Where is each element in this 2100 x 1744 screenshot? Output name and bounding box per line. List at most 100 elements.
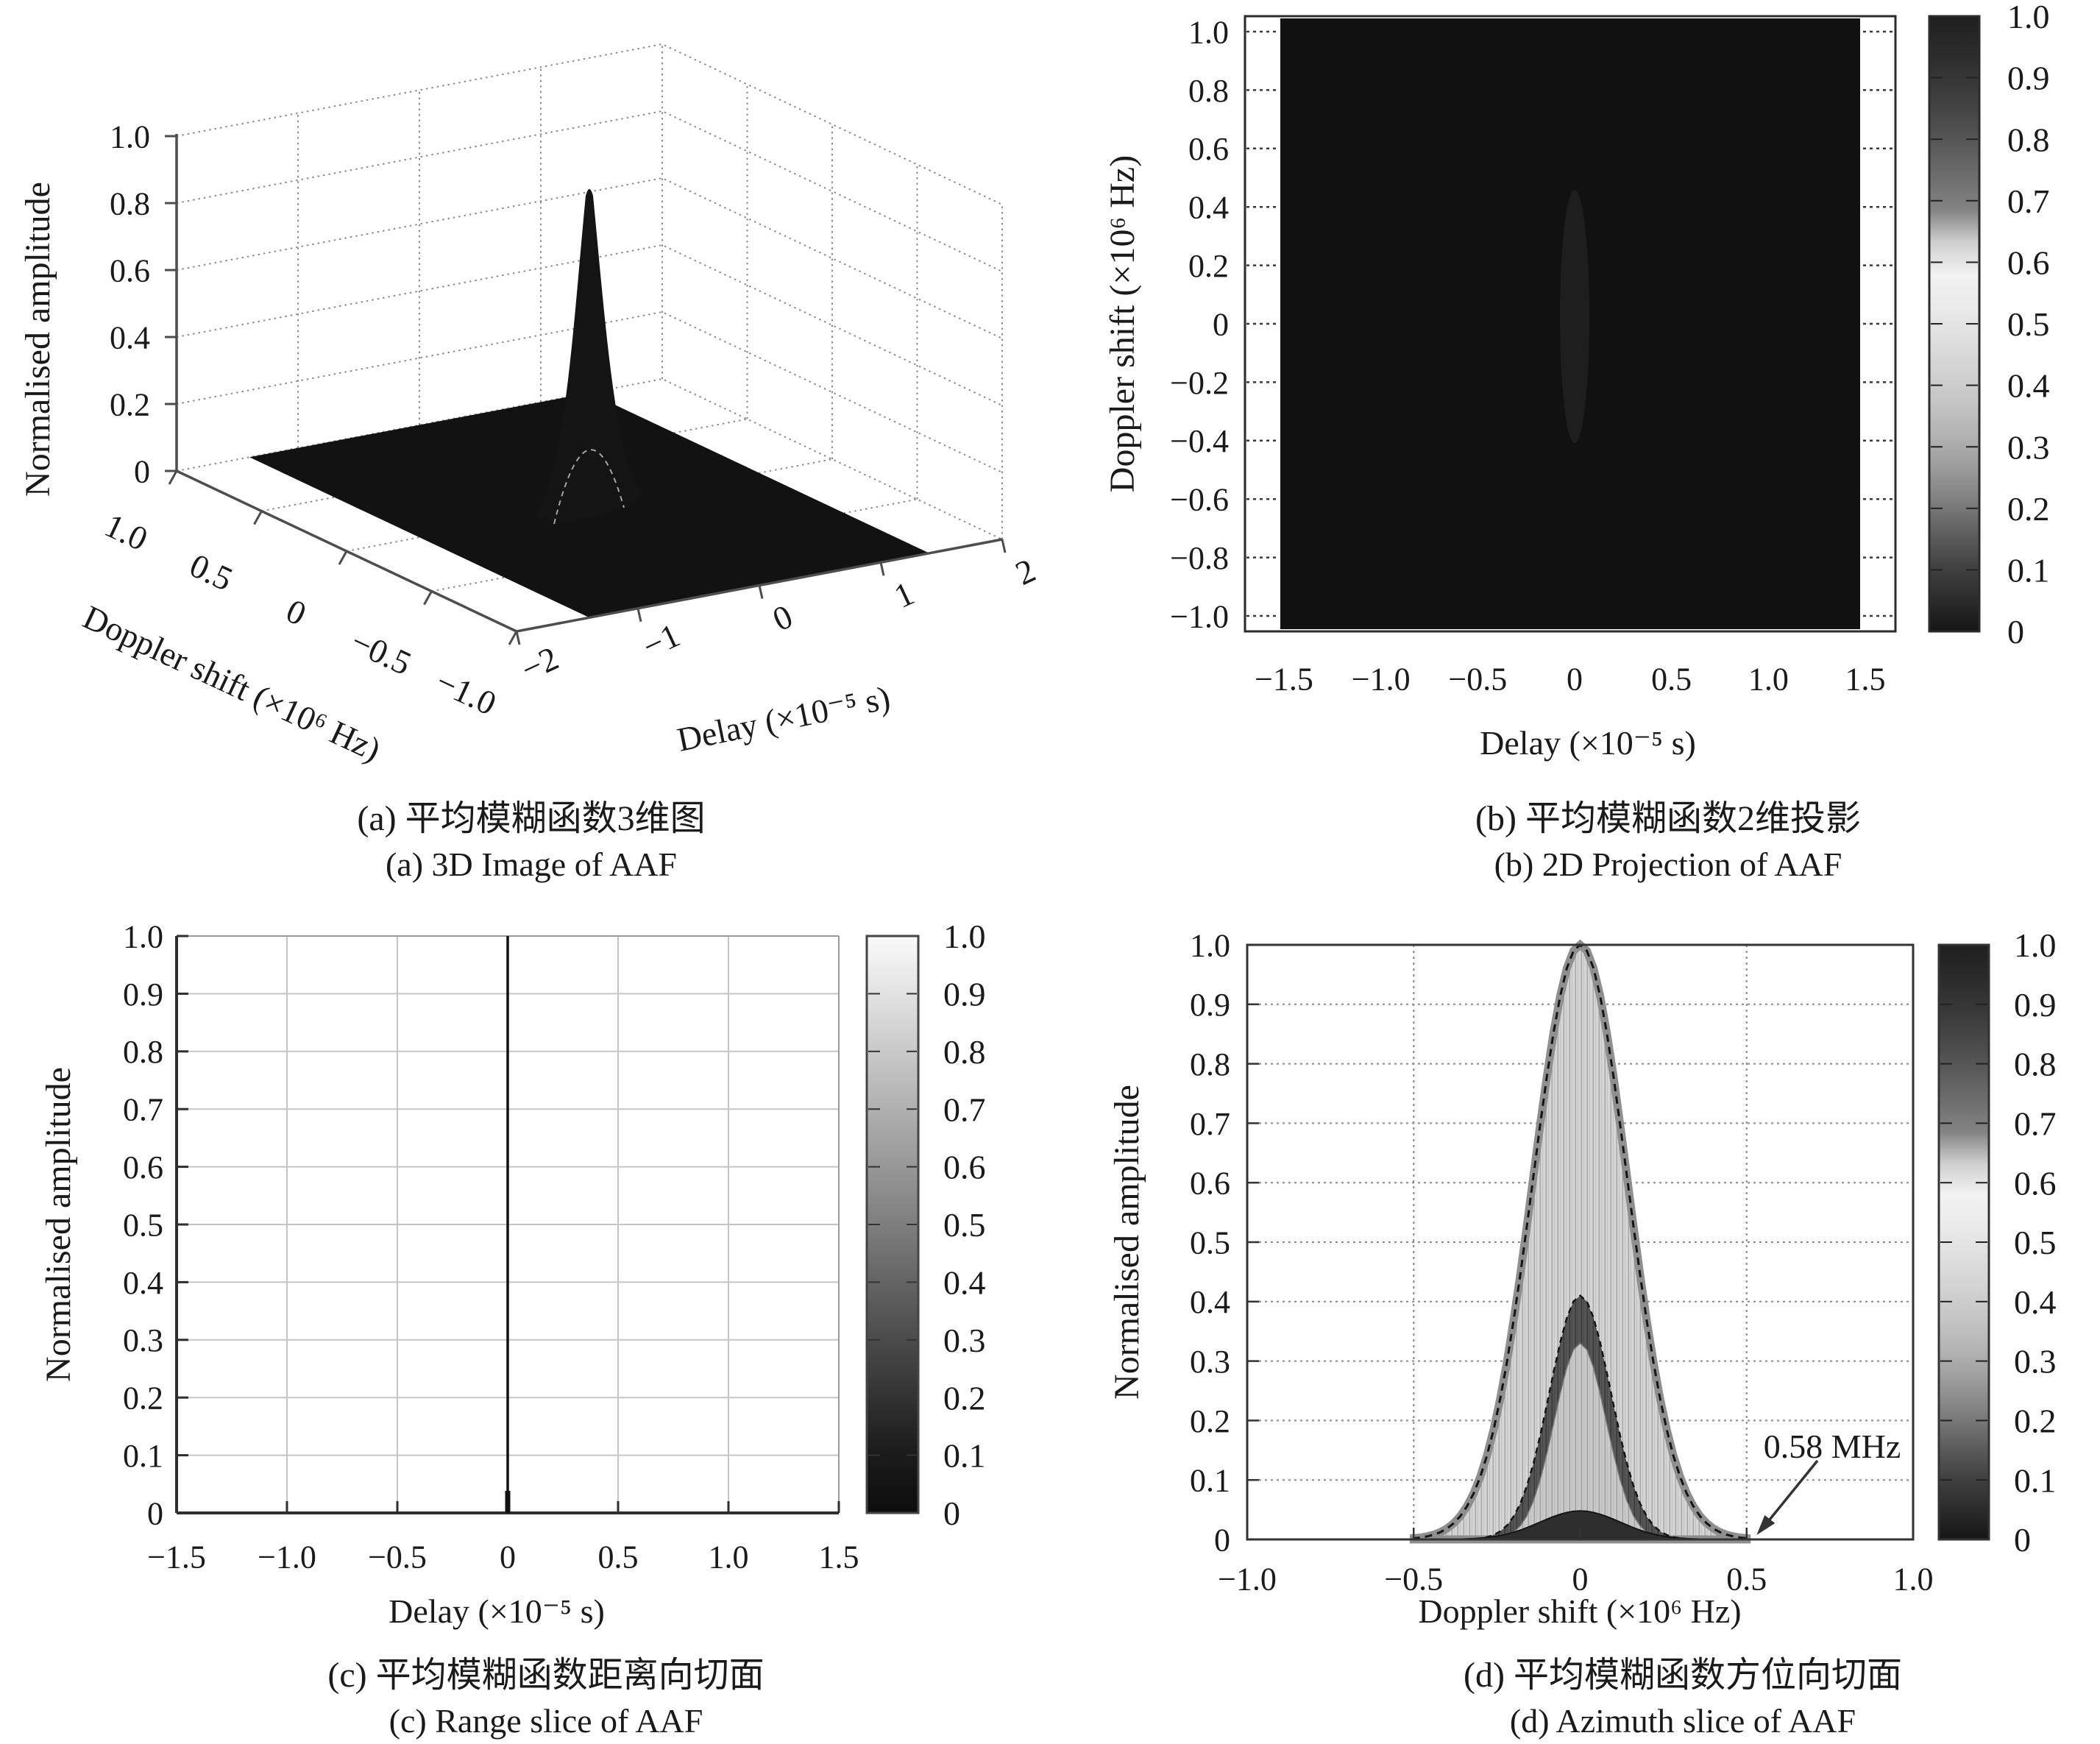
- tick-label: 0.8: [2007, 121, 2050, 158]
- tick-label: 0.4: [110, 319, 150, 355]
- tick-label: 0: [280, 592, 311, 633]
- tick-label: −0.4: [1170, 423, 1229, 459]
- tick-label: 0.3: [2014, 1343, 2057, 1380]
- tick-label: 0.3: [2007, 428, 2050, 466]
- tick-label: 0.6: [2007, 244, 2050, 282]
- delay-tick: [758, 585, 764, 599]
- tick-label: 1.0: [123, 918, 163, 954]
- tick-label: 0.6: [1190, 1166, 1230, 1202]
- tick-label: 0.6: [2014, 1164, 2057, 1202]
- tick-label: −1.0: [1170, 598, 1229, 634]
- tick-label: −1.5: [1255, 661, 1313, 697]
- tick-label: 0: [1213, 306, 1229, 342]
- tick-label: 1.0: [2014, 926, 2057, 964]
- axis-label-a-z: Normalised amplitude: [18, 182, 57, 497]
- tick-label: 0.1: [1190, 1463, 1230, 1499]
- tick-label: 0.5: [184, 546, 238, 598]
- plot-frame: [1244, 15, 1897, 633]
- tick-label: 0.4: [123, 1265, 163, 1301]
- panel-d-azimuth-slice-plot: 1.00.90.80.70.60.50.40.30.20.10−1.0 −0.5 0…: [1190, 926, 2057, 1597]
- tick-label: 0: [1572, 1561, 1589, 1597]
- tick-label: 0.5: [943, 1206, 986, 1244]
- outer-envelope-outline: [1412, 943, 1748, 1541]
- tick-label: 0: [943, 1495, 960, 1532]
- annotation-arrow-line: [1761, 1459, 1819, 1530]
- tick-label: 0.5: [2007, 305, 2050, 343]
- tick-label: −0.5: [345, 623, 416, 682]
- panel-c-range-slice-plot: 1.0 0.9 0.8 0.7 0.6 0.5 0.4 0.3 0.2 0.1 0 −1.5 −1.0 −…: [123, 918, 986, 1575]
- delay-tick: [1001, 539, 1007, 553]
- tick-label: 1.0: [943, 918, 986, 955]
- tick-label: 1.5: [819, 1539, 859, 1575]
- tick-label: 0: [1214, 1522, 1230, 1558]
- tick-label: 0.8: [1188, 73, 1229, 109]
- tick-label: 0: [767, 597, 798, 638]
- axis-label-d-y: Normalised amplitude: [1107, 1085, 1146, 1400]
- tick-label: 0: [2007, 613, 2024, 651]
- annotation-arrow-head: [1756, 1515, 1776, 1535]
- tick-label: −0.6: [1170, 482, 1229, 518]
- tick-label: −1.0: [258, 1539, 316, 1575]
- tick-label: 1.0: [99, 506, 154, 559]
- caption-panel-b: (b) 平均模糊函数2维投影 (b) 2D Projection of AAF: [1236, 796, 2100, 887]
- tick-label: 1: [888, 574, 919, 615]
- tick-label: 0.8: [110, 185, 150, 221]
- tick-label: −1.0: [1352, 661, 1411, 697]
- tick-label: 0: [1567, 661, 1583, 697]
- tick-label: −0.2: [1170, 365, 1229, 401]
- tick-label: −1.0: [430, 662, 502, 722]
- tick-label: 1.0: [1188, 14, 1229, 50]
- tick-label: 0.5: [1190, 1224, 1230, 1261]
- doppler-tick: [508, 631, 518, 645]
- annotation-bandwidth: 0.58 MHz: [1763, 1428, 1901, 1465]
- doppler-tick: [338, 550, 348, 565]
- tick-label: 0.2: [1190, 1403, 1230, 1439]
- tick-label: −1: [636, 616, 685, 665]
- tick-label: 1.0: [709, 1539, 749, 1575]
- tick-label: 0.4: [2014, 1283, 2057, 1321]
- tick-label: 0.4: [1188, 190, 1229, 226]
- surface-peak: [535, 189, 644, 521]
- colorbar-frame: [865, 935, 920, 1514]
- tick-label: 0.1: [943, 1437, 986, 1475]
- axis-label-b-y: Doppler shift (×10⁶ Hz): [1103, 155, 1142, 493]
- caption-d-zh: (d) 平均模糊函数方位向切面: [1464, 1656, 1902, 1695]
- tick-label: 0.9: [2007, 60, 2050, 97]
- tick-label: 0.3: [123, 1322, 163, 1358]
- caption-a-en: (a) 3D Image of AAF: [385, 846, 677, 883]
- tick-label: 1.0: [1190, 927, 1230, 963]
- tick-label: 0.8: [2014, 1046, 2057, 1083]
- tick-label: 0.5: [1651, 661, 1692, 697]
- tick-label: 0.8: [123, 1034, 163, 1070]
- tick-label: 0.2: [2014, 1403, 2057, 1440]
- panel-b-2d-projection-plot: 1.0 0.8 0.6 0.4 0.2 0 −0.2 −0.4 −0.6 −0.8 −1.0 −1.5…: [1170, 0, 2050, 697]
- tick-label: 0.9: [943, 976, 986, 1013]
- caption-panel-a: (a) 平均模糊函数3维图 (a) 3D Image of AAF: [0, 796, 1063, 887]
- tick-label: 0.5: [123, 1207, 163, 1243]
- tick-label: 0.2: [943, 1379, 986, 1417]
- delay-tick: [515, 631, 521, 645]
- tick-label: −1.0: [1218, 1561, 1277, 1597]
- colorbar-frame: [1937, 943, 1990, 1541]
- caption-b-zh: (b) 平均模糊函数2维投影: [1475, 799, 1861, 838]
- tick-label: 0.2: [2007, 490, 2050, 528]
- axis-label-c-y: Normalised amplitude: [39, 1067, 78, 1382]
- tick-label: −0.8: [1170, 540, 1229, 576]
- tick-label: 1.0: [1748, 661, 1789, 697]
- doppler-tick: [423, 590, 433, 606]
- tick-label: 0.3: [943, 1322, 986, 1359]
- tick-label: 0.8: [1190, 1046, 1230, 1082]
- tick-label: 0.7: [123, 1092, 163, 1128]
- tick-label: 0.2: [123, 1380, 163, 1417]
- tick-label: 1.0: [2007, 0, 2050, 35]
- caption-panel-d: (d) 平均模糊函数方位向切面 (d) Azimuth slice of AAF: [1251, 1653, 2100, 1744]
- tick-label: 0.9: [1190, 987, 1230, 1023]
- caption-d-en: (d) Azimuth slice of AAF: [1509, 1702, 1856, 1740]
- tick-label: −2: [515, 639, 564, 688]
- delay-tick: [636, 608, 642, 623]
- tick-label: 0.5: [2014, 1224, 2057, 1261]
- caption-a-zh: (a) 平均模糊函数3维图: [357, 799, 706, 838]
- delay-tick: [879, 561, 885, 576]
- tick-label: 0.7: [2007, 182, 2050, 220]
- tick-label: 0.1: [2007, 552, 2050, 589]
